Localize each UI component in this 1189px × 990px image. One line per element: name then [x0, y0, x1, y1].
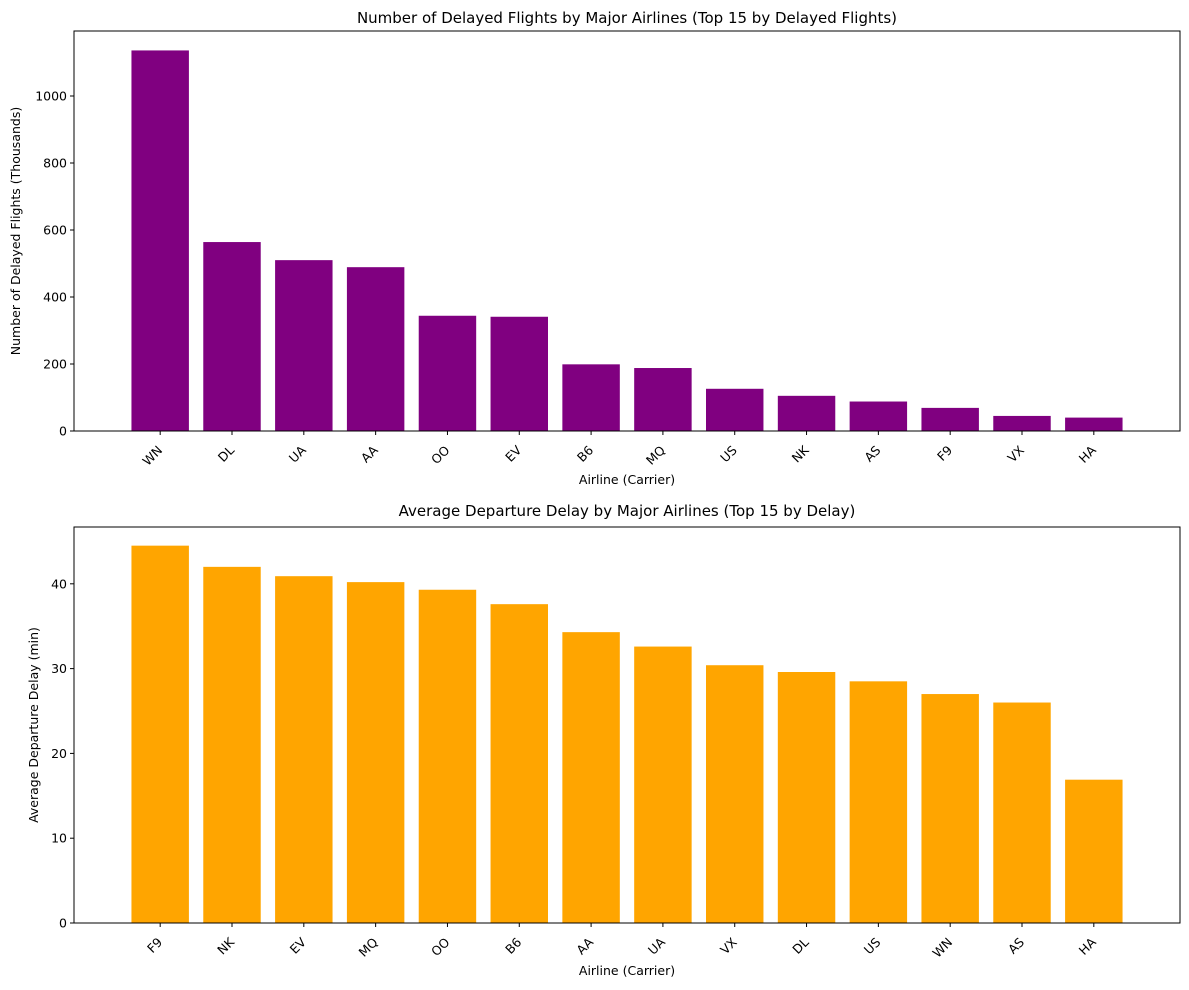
y-tick-label: 30	[51, 661, 67, 676]
x-tick-label: VX	[1004, 442, 1027, 465]
bar-wn	[131, 50, 189, 432]
bar-nk	[203, 566, 261, 923]
y-tick-label: 10	[51, 831, 67, 846]
x-tick-label: UA	[286, 442, 309, 465]
bar-us	[849, 681, 908, 923]
x-tick-label: DL	[789, 934, 811, 956]
bar-as	[849, 401, 908, 431]
x-tick-label: F9	[144, 934, 165, 955]
x-tick-label: NK	[789, 442, 813, 466]
bar-mq	[346, 582, 405, 923]
x-tick-label: NK	[214, 934, 238, 958]
x-tick-label: US	[717, 442, 740, 465]
x-tick-label: UA	[645, 934, 668, 957]
y-tick-label: 0	[59, 424, 67, 439]
bar-ha	[1065, 417, 1123, 431]
x-tick-label: MQ	[356, 934, 381, 959]
bar-aa	[562, 632, 620, 923]
bar-as	[993, 702, 1051, 923]
x-tick-label: F9	[934, 442, 955, 463]
bar-oo	[418, 589, 477, 923]
x-tick-label: HA	[1076, 442, 1100, 466]
bar-b6	[490, 604, 548, 923]
x-tick-label: AA	[573, 934, 596, 957]
bar-dl	[777, 672, 836, 923]
x-tick-label: US	[861, 934, 884, 957]
y-tick-label: 600	[43, 222, 67, 237]
bar-b6	[562, 364, 620, 431]
y-axis-label: Average Departure Delay (min)	[26, 627, 41, 823]
y-tick-label: 200	[43, 356, 67, 371]
y-tick-label: 400	[43, 289, 67, 304]
x-tick-label: MQ	[643, 442, 668, 467]
bar-f9	[131, 545, 189, 923]
bar-vx	[993, 415, 1051, 431]
y-tick-label: 1000	[35, 88, 67, 103]
bar-dl	[203, 242, 261, 431]
x-tick-label: HA	[1076, 934, 1100, 958]
bar-ev	[490, 316, 548, 431]
y-tick-label: 40	[51, 576, 67, 591]
y-tick-label: 0	[59, 916, 67, 931]
bar-oo	[418, 315, 477, 431]
plot-frame	[73, 30, 1181, 432]
bar-f9	[921, 407, 979, 431]
bar-ha	[1065, 779, 1123, 923]
x-tick-label: AS	[861, 442, 883, 464]
x-tick-label: EV	[502, 442, 525, 465]
x-tick-label: AS	[1005, 934, 1027, 956]
bar-us	[706, 388, 764, 431]
y-tick-label: 800	[43, 155, 67, 170]
x-tick-label: OO	[428, 442, 453, 467]
x-axis-label: Airline (Carrier)	[579, 472, 675, 487]
bar-mq	[634, 368, 692, 431]
y-axis-label: Number of Delayed Flights (Thousands)	[8, 107, 23, 355]
bar-ua	[634, 646, 692, 923]
x-tick-label: DL	[215, 442, 237, 464]
x-tick-label: OO	[428, 934, 453, 959]
x-tick-label: WN	[139, 443, 165, 469]
x-tick-label: WN	[929, 935, 955, 961]
x-tick-label: B6	[574, 442, 596, 464]
bar-aa	[346, 267, 405, 431]
bar-vx	[706, 665, 764, 923]
x-axis-label: Airline (Carrier)	[579, 963, 675, 978]
chart-title: Number of Delayed Flights by Major Airli…	[357, 9, 897, 27]
plot-frame	[73, 526, 1181, 924]
bar-wn	[921, 694, 979, 923]
y-tick-label: 20	[51, 746, 67, 761]
bar-ev	[275, 576, 333, 923]
x-tick-label: AA	[358, 442, 381, 465]
x-tick-label: VX	[717, 934, 740, 957]
x-tick-label: EV	[287, 934, 310, 957]
bar-nk	[777, 395, 836, 431]
bar-ua	[275, 260, 333, 431]
chart-title: Average Departure Delay by Major Airline…	[399, 502, 856, 520]
x-tick-label: B6	[502, 934, 524, 956]
